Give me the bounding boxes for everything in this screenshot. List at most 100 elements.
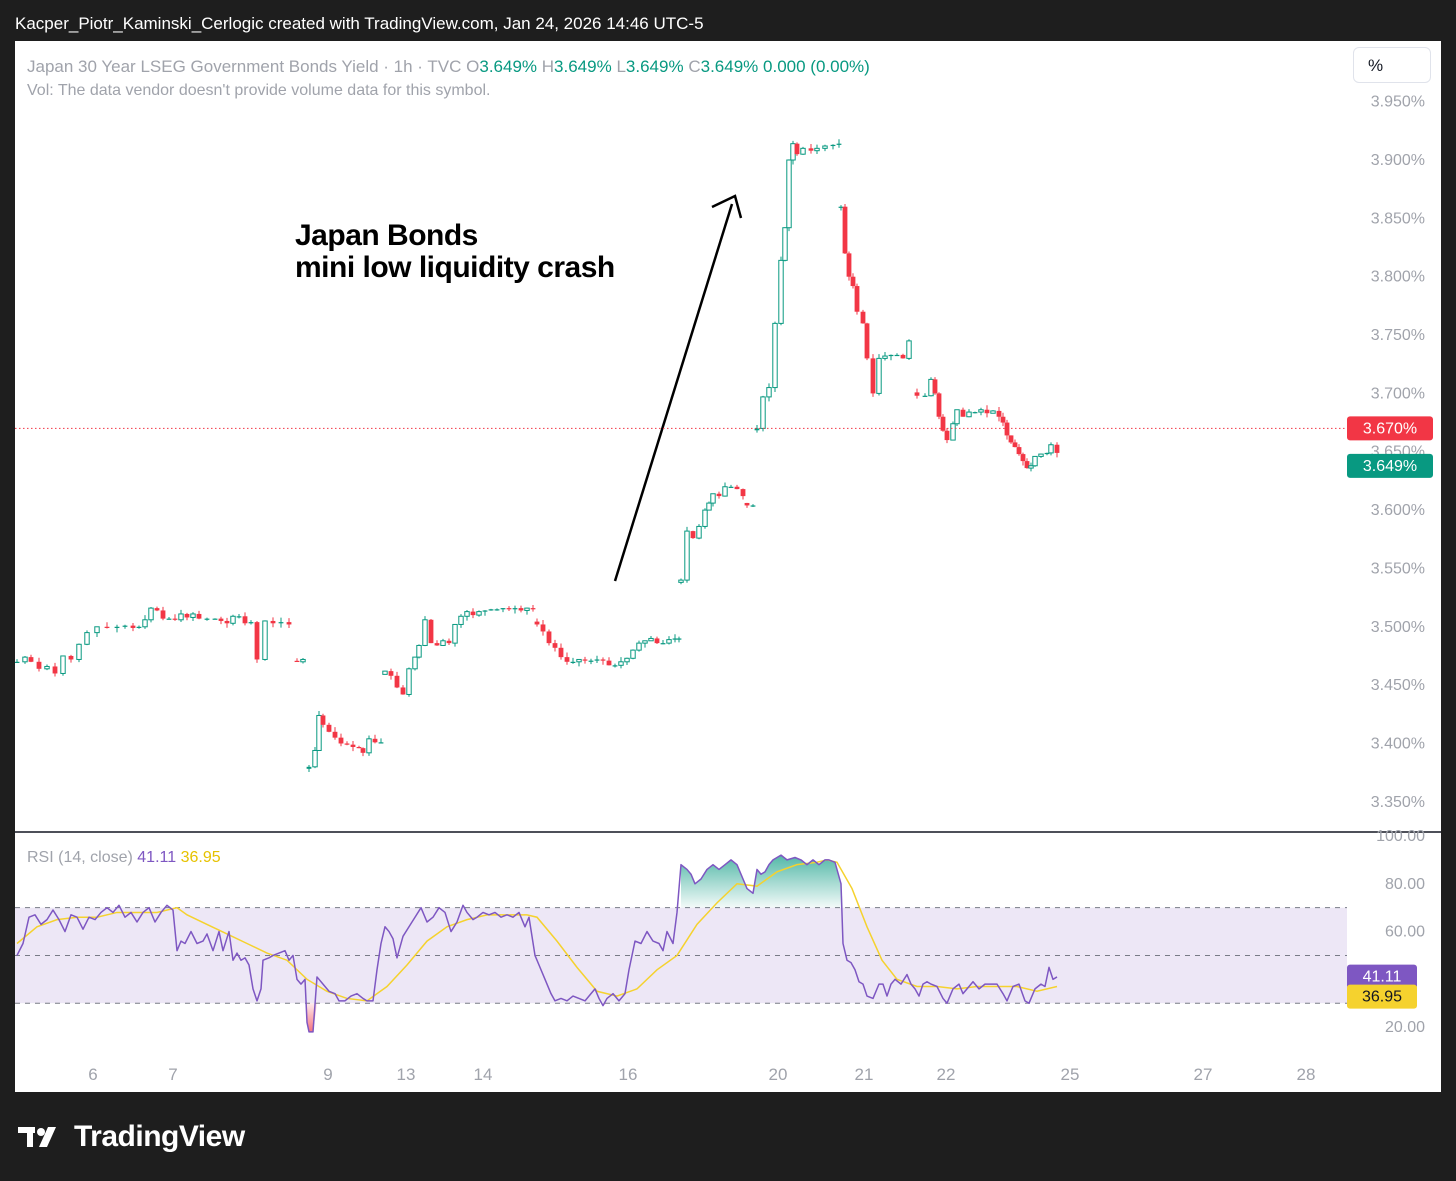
candle-body [996, 410, 1002, 417]
candle-body [1038, 453, 1044, 457]
chart-frame[interactable]: 3.350% 3.400% 3.450% 3.500% 3.550% 3.600% 3.65… [15, 41, 1441, 1092]
candle-body [808, 148, 814, 151]
candle-body [894, 354, 900, 357]
candle-body [684, 530, 690, 581]
candle-body [876, 357, 882, 394]
chart-annotation: Japan Bonds mini low liquidity crash [295, 220, 615, 284]
rsi-line [16, 854, 1058, 1033]
candle-body [546, 631, 552, 644]
candle-body [248, 622, 254, 624]
candle-body [778, 259, 784, 324]
candle-body [836, 143, 842, 145]
candle-body [740, 489, 746, 497]
candle-body [576, 658, 582, 663]
attribution-bar: Kacper_Piotr_Kaminski_Cerlogic created w… [15, 14, 704, 33]
y-tick-label: 3.500% [1371, 619, 1425, 636]
y-tick-label: 3.350% [1371, 794, 1425, 811]
candle-body [470, 611, 476, 616]
candle-body [1024, 461, 1030, 469]
candle-body [922, 395, 928, 397]
candle-body [716, 493, 722, 497]
candle-body [570, 661, 576, 663]
y-tick-label: 3.700% [1371, 385, 1425, 402]
candle-body [990, 410, 996, 414]
candle-body [618, 661, 624, 666]
candle-body [606, 660, 612, 666]
x-tick-label: 22 [937, 1065, 956, 1084]
high-label: H [541, 57, 555, 76]
rsi-tick-label: 20.00 [1385, 1019, 1425, 1036]
candle-body [422, 619, 428, 646]
candle-body [488, 609, 494, 611]
candle-body [412, 656, 418, 670]
candle-body [1032, 455, 1038, 467]
candle-body [446, 640, 452, 644]
candle-body [236, 616, 242, 618]
candle-body [218, 618, 224, 621]
candle-body [338, 737, 344, 744]
candle-body [166, 618, 172, 620]
candle-body [744, 502, 750, 506]
candle-body [772, 322, 778, 389]
tradingview-logo[interactable]: TradingView [18, 1120, 245, 1154]
rsi-value: 41.11 [137, 849, 177, 866]
candle-body [52, 666, 58, 674]
candle-body [28, 657, 34, 662]
rsi-legend[interactable]: RSI (14, close) 41.11 36.95 [27, 849, 221, 867]
candle-body [648, 637, 654, 642]
candle-body [928, 378, 934, 397]
candle-body [838, 206, 844, 208]
candle-body [1028, 465, 1034, 469]
candle-body [104, 626, 110, 628]
candle-body [476, 611, 482, 616]
rsi-label: RSI (14, close) [27, 849, 133, 866]
price-chart[interactable]: 3.350%3.400%3.450%3.500%3.550%3.600%3.65… [15, 41, 1441, 1092]
candle-body [800, 147, 806, 155]
x-tick-label: 13 [397, 1065, 416, 1084]
candle-body [750, 505, 756, 507]
price-label-text: 3.670% [1363, 420, 1417, 437]
candle-body [782, 227, 788, 261]
candle-body [860, 311, 866, 324]
candle-body [388, 671, 394, 676]
candle-body [888, 354, 894, 357]
candle-body [830, 144, 836, 147]
candle-body [728, 486, 734, 488]
candle-body [452, 623, 458, 644]
candle-body [378, 742, 384, 744]
rsi-value-box [1347, 964, 1417, 989]
candle-body [1054, 444, 1060, 453]
percent-scale-button[interactable]: % [1353, 47, 1431, 83]
candle-body [382, 670, 388, 675]
x-tick-label: 16 [619, 1065, 638, 1084]
candle-body [932, 379, 938, 394]
candle-body [312, 749, 318, 768]
candle-body [286, 622, 292, 625]
candle-body [906, 340, 912, 359]
candle-body [278, 622, 284, 624]
candle-body [786, 159, 792, 229]
candle-body [642, 640, 648, 644]
x-tick-label: 28 [1297, 1065, 1316, 1084]
candle-body [636, 642, 642, 651]
candle-body [464, 611, 470, 617]
candle-body [178, 613, 184, 621]
candle-body [416, 644, 422, 658]
candle-body [766, 387, 772, 398]
candle-body [332, 731, 338, 738]
candle-body [300, 658, 306, 663]
candle-body [518, 608, 524, 611]
candle-body [500, 608, 506, 610]
y-tick-label: 3.800% [1371, 269, 1425, 286]
rsi-layer [15, 854, 1347, 1033]
symbol-legend[interactable]: Japan 30 Year LSEG Government Bonds Yiel… [27, 57, 870, 77]
y-tick-label: 3.750% [1371, 327, 1425, 344]
candles-layer [15, 139, 1060, 773]
rsi-ma-value: 36.95 [180, 849, 221, 866]
high-value: 3.649% [554, 57, 612, 76]
candle-body [212, 618, 218, 620]
candle-body [1016, 447, 1022, 455]
candle-body [1008, 435, 1014, 443]
y-tick-label: 3.850% [1371, 210, 1425, 227]
candle-body [678, 579, 684, 583]
